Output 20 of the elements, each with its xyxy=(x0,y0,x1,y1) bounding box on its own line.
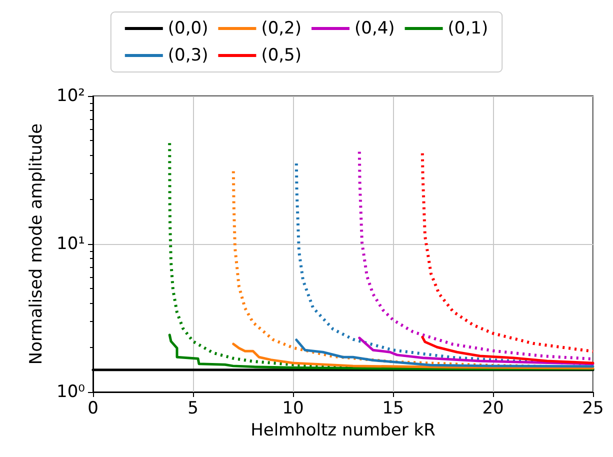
x-tick-label: 0 xyxy=(88,398,98,418)
line-series xyxy=(420,152,594,353)
x-tick-label: 5 xyxy=(188,398,198,418)
legend-label: (0,1) xyxy=(448,18,488,38)
x-tick-label: 25 xyxy=(582,398,604,418)
legend-label: (0,3) xyxy=(168,46,208,66)
y-tick-label: 10¹ xyxy=(56,234,85,254)
legend-label: (0,4) xyxy=(354,18,395,38)
line-series xyxy=(358,336,594,366)
y-tick-label: 10² xyxy=(56,86,85,106)
legend-label: (0,0) xyxy=(168,18,208,38)
x-tick-label: 10 xyxy=(282,398,304,418)
line-series xyxy=(421,336,594,364)
y-tick-label: 10⁰ xyxy=(56,382,86,402)
x-tick-label: 20 xyxy=(482,398,504,418)
x-tick-label: 15 xyxy=(382,398,404,418)
x-axis-title: Helmholtz number kR xyxy=(250,420,436,440)
legend-label: (0,2) xyxy=(261,18,302,38)
legend-label: (0,5) xyxy=(261,46,302,66)
y-axis-title: Normalised mode amplitude xyxy=(26,123,46,365)
